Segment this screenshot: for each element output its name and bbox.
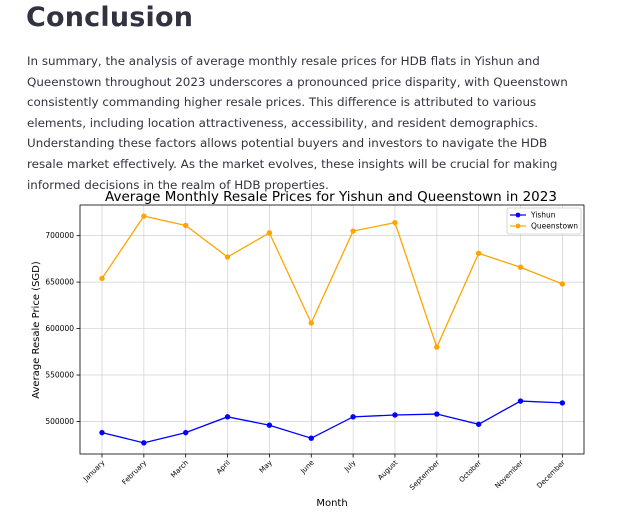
chart-title: Average Monthly Resale Prices for Yishun… (105, 189, 557, 205)
data-point-queenstown (99, 275, 105, 282)
y-axis-label: Average Resale Price (SGD) (31, 261, 42, 399)
data-point-yishun (559, 400, 566, 406)
series-group (99, 213, 566, 446)
x-tick-label: September (408, 459, 441, 492)
legend-marker-queenstown (515, 223, 521, 229)
data-point-queenstown (559, 281, 566, 287)
data-point-queenstown (475, 250, 482, 257)
x-tick-label: July (342, 459, 357, 474)
legend-label-yishun: Yishun (530, 211, 556, 220)
data-point-queenstown (266, 230, 273, 236)
y-tick-label: 600000 (45, 324, 74, 333)
y-tick-label: 500000 (45, 417, 74, 426)
data-point-queenstown (224, 254, 231, 260)
data-point-queenstown (308, 320, 314, 326)
series-line-queenstown (101, 215, 563, 349)
data-point-queenstown (434, 344, 440, 350)
data-point-yishun (266, 422, 273, 428)
x-tick-label: February (121, 459, 149, 487)
y-tick-label: 650000 (45, 278, 74, 287)
summary-paragraph: In summary, the analysis of average mont… (27, 54, 568, 192)
series-line-yishun (101, 400, 563, 444)
plot-area-frame (79, 204, 585, 455)
data-point-queenstown (183, 222, 189, 229)
data-point-queenstown (141, 213, 147, 219)
grid (80, 205, 584, 454)
data-point-yishun (517, 398, 524, 404)
x-tick-label: April (215, 459, 232, 476)
data-point-yishun (141, 440, 147, 446)
data-point-queenstown (517, 264, 524, 270)
x-tick-label: December (535, 459, 566, 490)
data-point-yishun (475, 421, 482, 427)
legend-label-queenstown: Queenstown (531, 222, 578, 231)
legend: Yishun Queenstown (506, 207, 582, 235)
legend-marker-yishun (515, 212, 521, 218)
data-point-queenstown (350, 228, 356, 234)
data-point-queenstown (392, 219, 398, 226)
y-tick-label: 550000 (45, 371, 74, 380)
x-tick-label: June (299, 459, 316, 476)
axis-ticks: January February March April May June July Augu… (45, 231, 566, 492)
page-heading: Conclusion (26, 2, 194, 33)
x-tick-label: January (81, 459, 106, 484)
x-tick-label: August (376, 459, 399, 482)
y-tick-label: 700000 (45, 231, 74, 240)
data-point-yishun (224, 414, 231, 420)
data-point-yishun (434, 411, 440, 417)
data-point-yishun (183, 429, 189, 436)
data-point-yishun (308, 435, 314, 441)
x-tick-label: May (258, 459, 274, 475)
x-tick-label: October (458, 459, 484, 485)
data-point-yishun (392, 412, 398, 418)
x-tick-label: November (494, 459, 525, 490)
x-axis-label: Month (316, 498, 347, 509)
data-point-yishun (99, 429, 105, 436)
x-tick-label: March (169, 459, 190, 480)
line-chart: Average Monthly Resale Prices for Yishun… (31, 189, 585, 509)
data-point-yishun (350, 414, 356, 420)
